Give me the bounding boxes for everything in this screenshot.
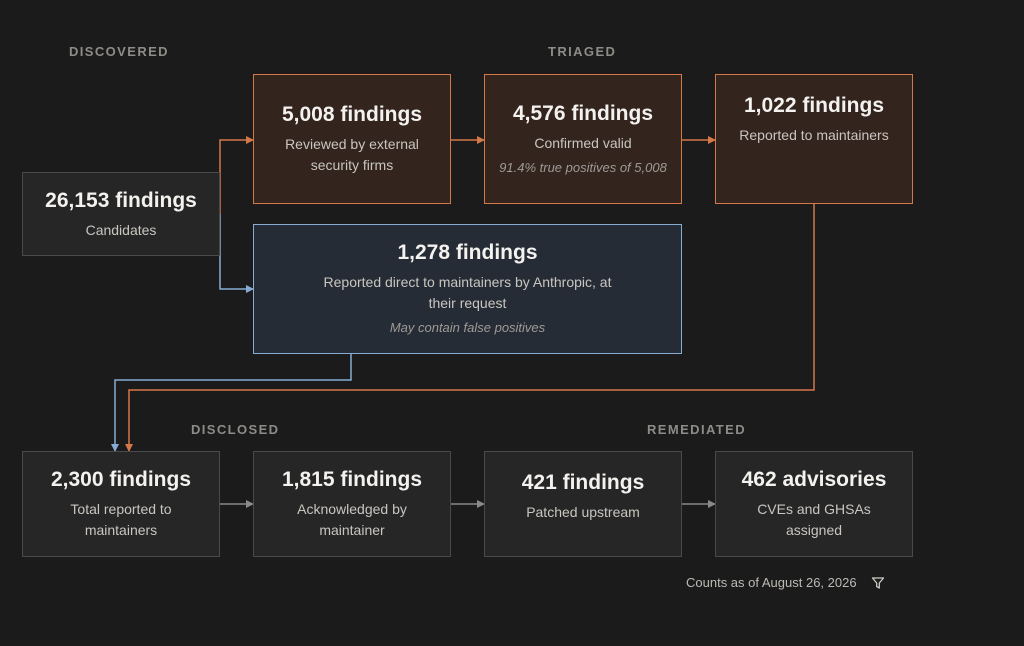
node-total-reported: 2,300 findings Total reported to maintai… [22,451,220,557]
node-reported-maintainers-count: 1,022 findings [743,94,885,117]
connector-reported-to-total [125,204,815,452]
node-reported-direct-desc: Reported direct to maintainers by Anthro… [323,274,612,311]
node-patched-count: 421 findings [521,471,645,494]
connector-candidates-to-reviewed [219,136,254,214]
section-label-discovered: DISCOVERED [69,44,169,59]
node-total-reported-count: 2,300 findings [50,468,192,491]
node-reported-direct: 1,278 findings Reported direct to mainta… [253,224,682,354]
node-candidates: 26,153 findings Candidates [22,172,220,256]
node-acknowledged-desc: Acknowledged by maintainer [297,501,407,538]
node-reported-maintainers: 1,022 findings Reported to maintainers [715,74,913,204]
node-confirmed-count: 4,576 findings [512,101,654,125]
node-acknowledged: 1,815 findings Acknowledged by maintaine… [253,451,451,557]
footer: Counts as of August 26, 2026 [686,575,885,590]
node-advisories: 462 advisories CVEs and GHSAs assigned [715,451,913,557]
node-reported-direct-count: 1,278 findings [397,241,538,264]
node-reviewed-count: 5,008 findings [281,103,423,126]
section-label-disclosed: DISCLOSED [191,422,280,437]
node-advisories-desc: CVEs and GHSAs assigned [757,501,871,538]
footer-text: Counts as of August 26, 2026 [686,575,857,590]
node-patched-desc: Patched upstream [526,504,640,520]
connector-direct-to-total [111,354,352,452]
node-reported-direct-note: May contain false positives [389,320,546,335]
node-candidates-desc: Candidates [85,221,157,238]
node-reported-maintainers-desc: Reported to maintainers [739,127,889,143]
node-reviewed-desc: Reviewed by external security firms [285,136,419,173]
filter-icon[interactable] [871,576,885,590]
node-acknowledged-count: 1,815 findings [281,468,423,491]
section-label-triaged: TRIAGED [548,44,617,59]
node-total-reported-desc: Total reported to maintainers [70,501,172,538]
node-advisories-count: 462 advisories [741,468,887,491]
section-label-remediated: REMEDIATED [647,422,746,437]
node-patched: 421 findings Patched upstream [484,451,682,557]
node-confirmed-note: 91.4% true positives of 5,008 [499,159,667,175]
node-candidates-count: 26,153 findings [45,188,197,212]
node-reviewed: 5,008 findings Reviewed by external secu… [253,74,451,204]
node-confirmed-desc: Confirmed valid [534,134,632,151]
node-confirmed: 4,576 findings Confirmed valid 91.4% tru… [484,74,682,204]
connector-candidates-to-direct [219,214,254,293]
